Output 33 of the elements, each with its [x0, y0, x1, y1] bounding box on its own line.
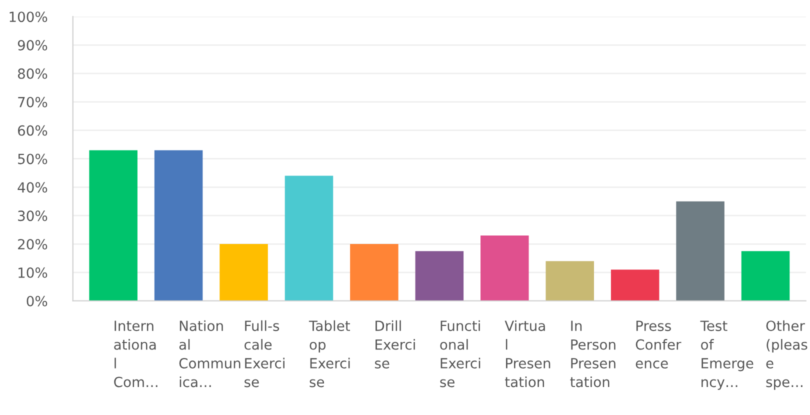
y-tick-label: 80% — [18, 68, 48, 79]
bar — [610, 270, 660, 301]
y-tick-label: 70% — [18, 96, 48, 108]
x-tick-label: Test of Emerge ncy… — [700, 320, 754, 390]
y-tick-label: 90% — [18, 40, 48, 50]
bar — [741, 251, 790, 301]
bar — [676, 201, 724, 301]
x-tick-label: Full-s cale Exerci se — [244, 320, 284, 388]
x-tick-label: Nation al Commun ica… — [179, 320, 240, 388]
y-tick-label: 100% — [10, 12, 48, 22]
x-tick-label: Tablet op Exerci se — [308, 320, 350, 388]
x-tick-label: Intern ationa l Com… — [114, 320, 158, 388]
bar — [89, 150, 138, 301]
bar — [480, 235, 529, 301]
bar — [415, 251, 464, 301]
y-tick-label: 60% — [18, 125, 48, 136]
bar — [154, 150, 203, 301]
x-tick-label: In Person Presen tation — [570, 320, 616, 388]
y-tick-label: 10% — [18, 267, 48, 278]
bar — [350, 244, 398, 301]
y-tick-label: 0% — [26, 296, 48, 306]
bar — [546, 261, 594, 301]
bar — [284, 176, 334, 301]
bar — [220, 244, 268, 301]
y-tick-label: 50% — [18, 154, 48, 164]
x-tick-label: Virtua l Presen tation — [504, 320, 550, 388]
x-tick-label: Drill Exerci se — [374, 320, 415, 369]
y-tick-label: 40% — [18, 182, 48, 193]
y-tick-label: 30% — [18, 210, 48, 222]
x-tick-label: Functi onal Exerci se — [440, 320, 480, 388]
x-tick-label: Other (pleas e spe… — [766, 320, 808, 390]
y-tick-label: 20% — [18, 238, 48, 250]
x-tick-label: Press Confer ence — [636, 320, 682, 369]
